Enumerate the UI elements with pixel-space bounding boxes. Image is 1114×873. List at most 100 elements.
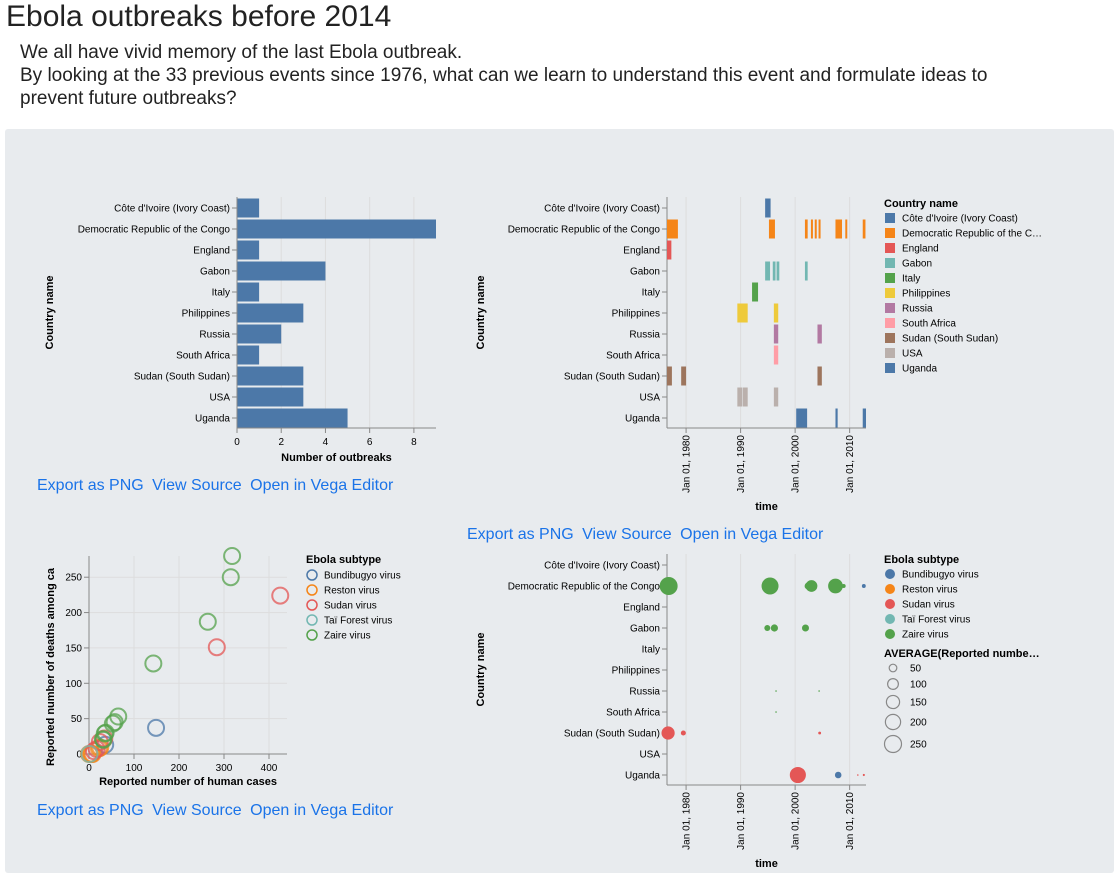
y-axis-title: Country name [475,633,487,707]
bar [237,387,304,407]
y-tick-label: Côte d'Ivoire (Ivory Coast) [544,204,660,215]
legend-label: Sudan (South Sudan) [902,334,998,345]
y-tick-label: 50 [71,714,83,725]
view-source-link[interactable]: View Source [152,477,242,494]
page-title: Ebola outbreaks before 2014 [6,0,392,33]
intro-line-2: By looking at the 33 previous events sin… [20,65,988,86]
open-vega-editor-link[interactable]: Open in Vega Editor [250,802,394,819]
view-source-link[interactable]: View Source [152,802,242,819]
legend-symbol [306,614,318,626]
y-tick-label: Uganda [625,414,660,425]
legend-label: Sudan virus [902,600,955,611]
y-tick-label: Democratic Republic of the Congo [508,225,661,236]
y-tick-label: Gabon [200,267,230,278]
y-tick-label: Italy [642,645,660,656]
timeline-bar [742,387,748,407]
legend-symbol [885,228,895,238]
y-axis-title: Reported number of deaths among ca [45,567,57,766]
timeline-bar [835,408,838,428]
open-vega-editor-link[interactable]: Open in Vega Editor [250,477,394,494]
bubble [789,766,806,784]
legend-label: Zaire virus [902,630,949,641]
x-tick-label: Jan 01, 1990 [736,792,747,850]
legend-label: Gabon [902,259,932,270]
legend-label: Uganda [902,364,937,375]
y-tick-label: Côte d'Ivoire (Ivory Coast) [114,204,230,215]
y-tick-label: England [623,246,660,257]
bubble [761,577,779,595]
x-tick-label: 2 [278,437,284,448]
timeline-bar [773,303,779,323]
bubble-timeline-chart: Côte d'Ivoire (Ivory Coast) Democratic Re… [475,554,1040,870]
bubble [818,690,820,692]
legend-title: Ebola subtype [884,554,959,566]
export-png-link[interactable]: Export as PNG [37,802,144,819]
y-tick-label: USA [209,393,230,404]
bubble [659,577,678,595]
legend-symbol [306,584,318,596]
x-axis-title: time [755,858,778,870]
timeline-bar [773,324,779,344]
x-tick-label: Jan 01, 2000 [791,792,802,850]
export-png-link[interactable]: Export as PNG [467,526,574,543]
timeline-bar [804,219,808,239]
bubble [834,771,842,779]
timeline-bar [667,219,678,239]
bubble [861,584,866,588]
size-legend-symbol [884,713,902,731]
legend-symbol [885,258,895,268]
y-tick-label: Sudan (South Sudan) [564,729,660,740]
legend-label: England [902,244,939,255]
bar [237,198,260,218]
legend-symbol [885,333,895,343]
size-legend-symbol [887,678,899,690]
legend-symbol [885,318,895,328]
legend-label: Côte d'Ivoire (Ivory Coast) [902,214,1018,225]
timeline-bar [768,219,775,239]
size-legend-symbol [885,694,901,710]
timeline-bar [737,387,743,407]
y-tick-label: Philippines [182,309,230,320]
bubble [841,583,846,589]
timeline-bar [804,261,808,281]
timeline-bar [737,303,748,323]
scatter-point [80,745,99,763]
scatter-point [93,730,112,749]
size-legend-label: 50 [910,664,922,675]
export-png-link[interactable]: Export as PNG [37,477,144,494]
bubble [862,773,865,777]
y-tick-label: Gabon [630,267,660,278]
y-tick-label: England [193,246,230,257]
timeline-bar [667,240,672,260]
timeline-bar [814,219,817,239]
scatter-point [223,547,242,565]
legend-symbol [306,569,318,581]
intro-line-3: prevent future outbreaks? [20,88,237,109]
y-tick-label: 200 [65,608,82,619]
timeline-bar [773,387,779,407]
x-tick-label: Jan 01, 2010 [845,435,856,493]
view-source-link[interactable]: View Source [582,526,672,543]
open-vega-editor-link[interactable]: Open in Vega Editor [680,526,824,543]
x-tick-label: 200 [171,763,188,774]
legend-label: Taï Forest virus [902,615,970,626]
y-tick-label: 150 [65,643,82,654]
timeline-bar [835,219,843,239]
timeline-bar [845,219,848,239]
x-tick-label: Jan 01, 1980 [682,792,693,850]
y-tick-label: Philippines [612,309,660,320]
legend-title: Ebola subtype [306,554,381,566]
bar-chart-1: Côte d'Ivoire (Ivory Coast) Democratic Re… [44,197,436,464]
y-tick-label: Russia [199,330,230,341]
y-tick-label: England [623,603,660,614]
size-legend-symbol [883,734,903,754]
y-tick-label: Russia [629,330,660,341]
timeline-bar [681,366,687,386]
legend-symbol [885,273,895,283]
bar [237,261,326,281]
y-tick-label: South Africa [606,351,660,362]
bar [237,366,304,386]
y-tick-label: Democratic Republic of the Congo [508,582,661,593]
legend-label: Democratic Republic of the C… [902,229,1042,240]
x-tick-label: Jan 01, 2010 [845,792,856,850]
